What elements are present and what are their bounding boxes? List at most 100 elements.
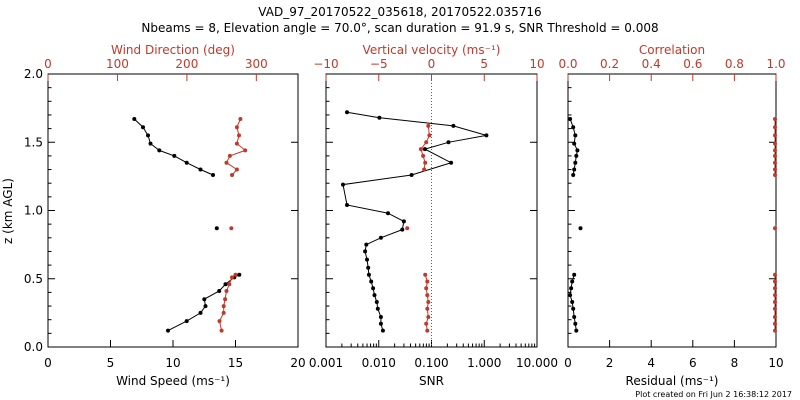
vertical-velocity-point [425, 279, 430, 284]
correlation-point [773, 167, 777, 172]
correlation-point [773, 141, 777, 146]
residual-point [569, 286, 574, 291]
bottom-axis-label: Wind Speed (ms⁻¹) [116, 374, 230, 388]
residual-point [572, 141, 577, 146]
figure-title-line2: Nbeams = 8, Elevation angle = 70.0°, sca… [141, 21, 658, 35]
snr-point [409, 173, 414, 177]
snr-point [377, 115, 382, 120]
top-tick-label: 0.8 [725, 57, 744, 71]
vertical-velocity-point [424, 321, 429, 326]
residual-point [572, 167, 577, 172]
correlation-point [773, 160, 777, 165]
correlation-point [773, 306, 777, 311]
y-tick-label: 0.0 [24, 340, 43, 354]
correlation-point [773, 272, 777, 277]
snr-point [422, 147, 427, 152]
wind-speed-point [148, 141, 153, 146]
correlation-point [773, 226, 777, 231]
snr-point [380, 328, 385, 333]
y-tick-label: 1.5 [24, 135, 43, 149]
residual-point [571, 173, 576, 177]
wind-direction-point [233, 272, 238, 277]
correlation-point [773, 293, 777, 298]
correlation-point [773, 328, 777, 333]
wind-speed-point [184, 319, 189, 324]
residual-point [570, 300, 575, 304]
top-tick-label: 1.0 [766, 57, 785, 71]
wind-direction-point [234, 141, 239, 146]
residual-point [570, 279, 575, 284]
vertical-velocity-point [425, 306, 430, 311]
wind-speed-point [223, 282, 228, 287]
wind-direction-point [238, 117, 243, 121]
snr-point [369, 279, 374, 284]
wind-speed-point [184, 160, 189, 165]
snr-point [386, 211, 390, 216]
wind-direction-point [223, 297, 228, 302]
bottom-tick-label: 0 [44, 356, 52, 370]
wind-speed-point [141, 125, 145, 130]
correlation-point [773, 279, 777, 284]
snr-point [366, 265, 371, 270]
vertical-velocity-point [418, 147, 423, 152]
top-tick-label: 300 [245, 57, 268, 71]
snr-point [375, 306, 380, 311]
plot-footer: Plot created on Fri Jun 2 16:38:12 2017 [635, 390, 792, 399]
wind-speed-point [214, 226, 219, 231]
wind-direction-point [237, 133, 241, 138]
plot-frame [325, 73, 538, 348]
y-tick-label: 0.5 [24, 272, 43, 286]
wind-speed-point [198, 167, 203, 172]
wind-speed-point [146, 133, 150, 138]
wind-direction-point [227, 153, 232, 158]
snr-panel: 0.001 0.010 0.100 1.000 10.000 SNR −10 −5 0 5 10 Ve… [309, 43, 558, 388]
residual-point [571, 125, 576, 130]
correlation-point [773, 321, 777, 326]
correlation-point [773, 117, 777, 121]
wind-direction-point [229, 226, 234, 231]
bottom-tick-label: 8 [731, 356, 739, 370]
top-axis-label: Correlation [639, 43, 705, 57]
bottom-tick-label: 0.100 [414, 356, 448, 370]
bottom-tick-label: 2 [606, 356, 614, 370]
top-axis-label: Wind Direction (deg) [111, 43, 235, 57]
wind-direction-point [221, 310, 226, 315]
correlation-point [773, 133, 777, 138]
snr-point [451, 123, 456, 128]
bottom-tick-label: 6 [689, 356, 697, 370]
y-tick-label: 1.0 [24, 204, 43, 218]
snr-point [345, 110, 349, 115]
snr-point [449, 160, 454, 165]
wind-direction-point [234, 167, 239, 172]
snr-point [446, 140, 451, 145]
vertical-velocity-point [423, 160, 428, 165]
y-tick-label: 2.0 [24, 67, 43, 81]
wind-direction-point [234, 125, 239, 130]
snr-point [366, 272, 371, 277]
top-tick-label: 5 [480, 57, 488, 71]
top-tick-label: −10 [313, 57, 338, 71]
bottom-tick-label: 10.000 [516, 356, 558, 370]
wind-speed-point [237, 272, 242, 277]
vertical-velocity-point [427, 133, 432, 138]
residual-point [578, 226, 583, 231]
wind-direction-point [219, 328, 224, 333]
wind-speed-line [133, 118, 214, 176]
plot-frame [567, 73, 777, 348]
snr-point [372, 293, 377, 298]
bottom-tick-label: 10 [768, 356, 783, 370]
vertical-velocity-point [426, 300, 431, 304]
snr-line [342, 111, 487, 331]
residual-point [571, 306, 576, 311]
bottom-tick-label: 0.010 [362, 356, 396, 370]
snr-point [363, 249, 368, 254]
vertical-velocity-point [425, 293, 430, 298]
bottom-tick-label: 10 [165, 356, 180, 370]
figure-title-line1: VAD_97_20170522_035618, 20170522.035716 [258, 5, 541, 19]
snr-point [484, 133, 489, 138]
wind-speed-point [157, 148, 162, 153]
snr-point [365, 257, 369, 262]
residual-point [574, 328, 579, 333]
top-tick-label: 200 [175, 57, 198, 71]
